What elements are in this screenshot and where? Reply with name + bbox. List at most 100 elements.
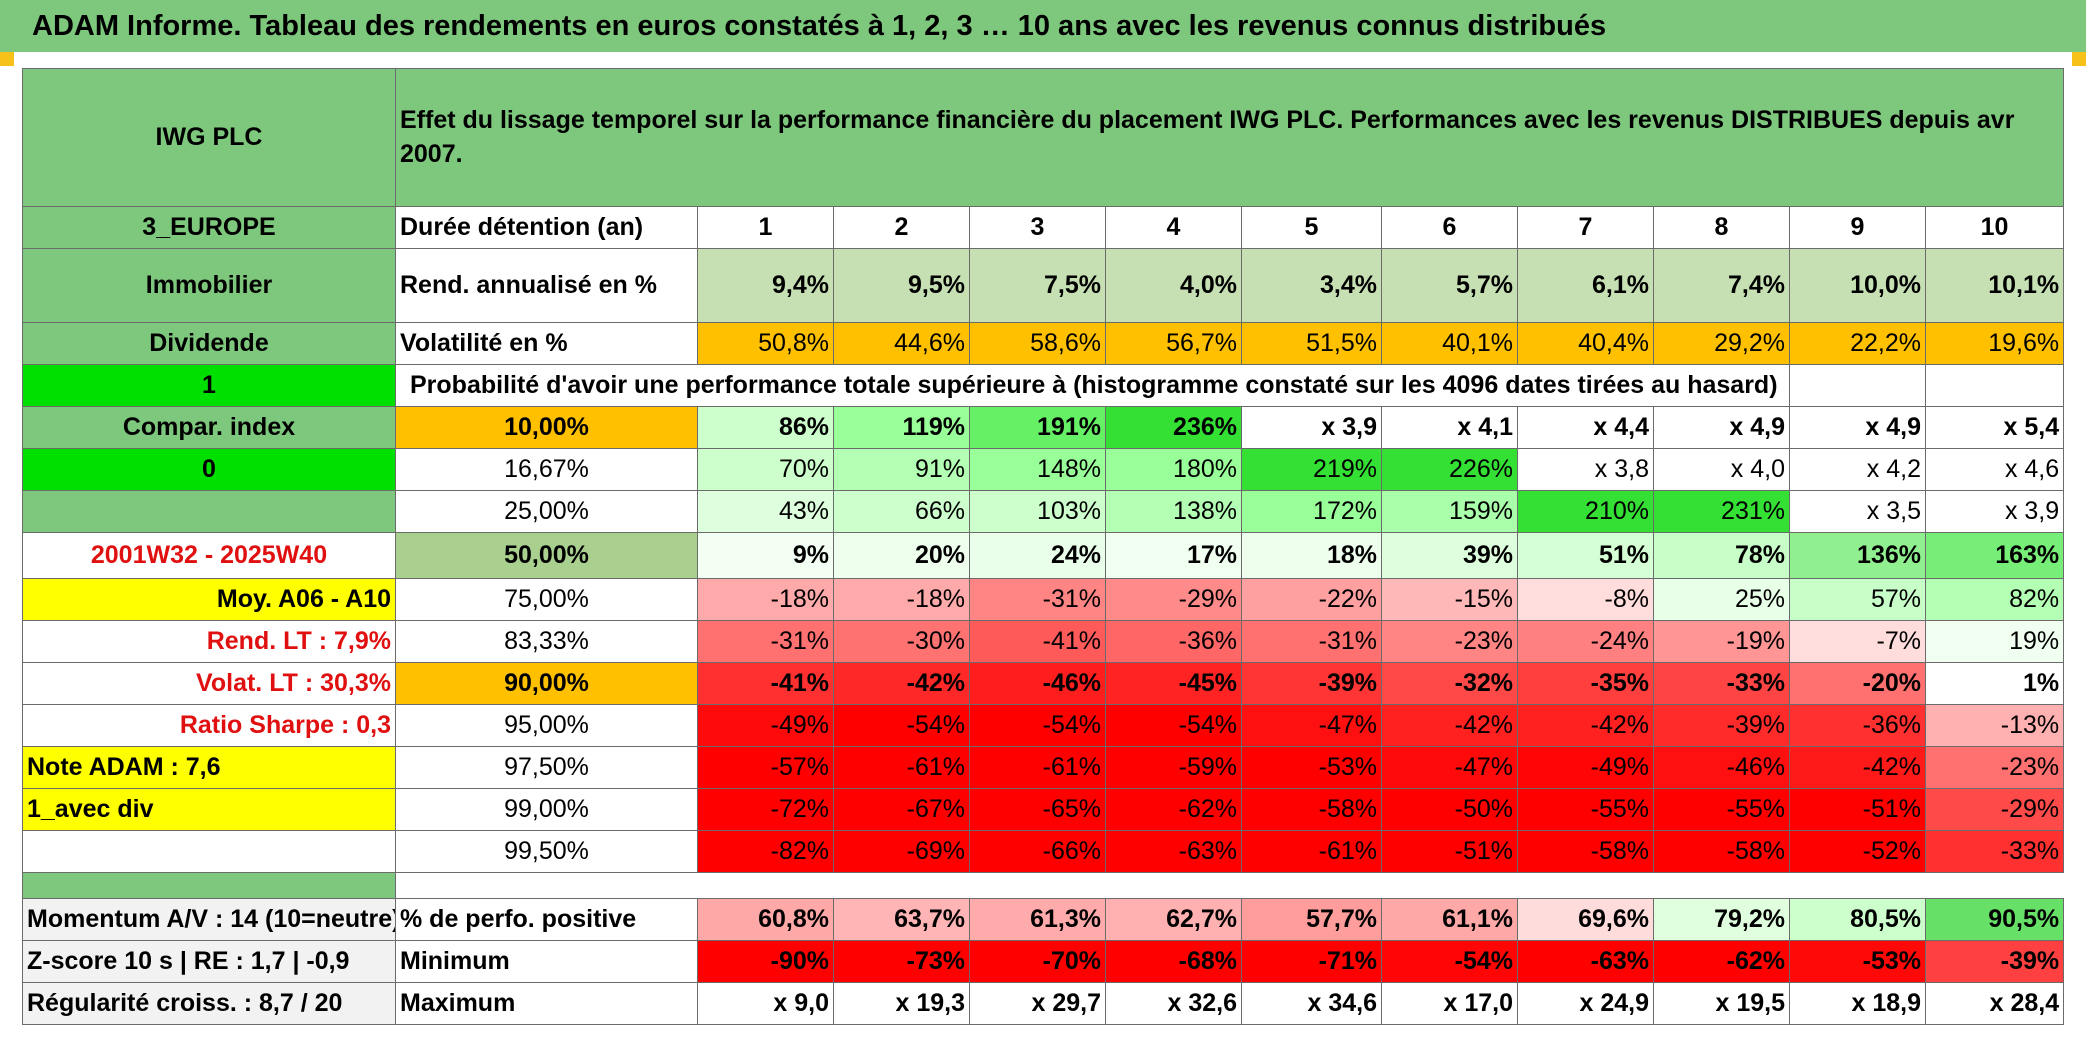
table-description: Effet du lissage temporel sur la perform… [394,68,2065,207]
spacer [395,872,2064,899]
quantile-value: 19% [1924,620,2065,663]
rend-value: 7,4% [1653,248,1790,323]
quantile-value: -49% [697,704,834,747]
quantile-value: -62% [1105,788,1242,831]
rend-label: Rend. annualisé en % [395,248,698,323]
quantile-value: -36% [1105,620,1242,663]
quantile-value: -72% [697,788,834,831]
quantile-value: -20% [1789,662,1926,705]
rend-value: 7,5% [969,248,1106,323]
quantile-label: 25,00% [395,490,698,533]
quantile-value: 43% [697,490,834,533]
volat-value: 40,4% [1517,322,1654,365]
quantile-value: -51% [1381,830,1518,873]
volat-value: 22,2% [1789,322,1926,365]
quantile-value: -23% [1924,746,2065,789]
volat-value: 50,8% [697,322,834,365]
rend-value: 5,7% [1381,248,1518,323]
volat-value: 51,5% [1241,322,1382,365]
year-header: 1 [697,206,834,249]
quantile-value: x 3,9 [1924,490,2065,533]
asset-sector: Immobilier [22,248,396,323]
flag-one: 1 [22,364,396,407]
stat-label: Maximum [395,982,698,1025]
quantile-value: -54% [1105,704,1242,747]
quantile-value: -29% [1105,578,1242,621]
quantile-value: -52% [1789,830,1926,873]
quantile-value: -41% [697,662,834,705]
quantile-value: -69% [833,830,970,873]
quantile-value: x 4,9 [1789,406,1926,449]
quantile-value: -54% [833,704,970,747]
stat-value: -39% [1924,940,2065,983]
quantile-value: -58% [1241,788,1382,831]
quantile-value: -29% [1924,788,2065,831]
quantile-value: 136% [1789,532,1926,579]
volat-value: 40,1% [1381,322,1518,365]
quantile-value: -22% [1241,578,1382,621]
year-header: 2 [833,206,970,249]
quantile-value: -18% [697,578,834,621]
quantile-value: x 4,4 [1517,406,1654,449]
sharpe-label: Ratio Sharpe : 0,3 [22,704,396,747]
quantile-value: -57% [697,746,834,789]
momentum-label: Momentum A/V : 14 (10=neutre) [22,898,396,941]
quantile-value: -59% [1105,746,1242,789]
quantile-value: -42% [1789,746,1926,789]
quantile-label: 99,50% [395,830,698,873]
stat-label: % de perfo. positive [395,898,698,941]
stat-value: -71% [1241,940,1382,983]
quantile-label: 10,00% [395,406,698,449]
stat-value: 79,2% [1653,898,1790,941]
stat-value: x 19,3 [833,982,970,1025]
quantile-label: 95,00% [395,704,698,747]
quantile-value: -31% [697,620,834,663]
empty-green-cell [22,490,396,533]
volat-label: Volatilité en % [395,322,698,365]
quantile-value: 91% [833,448,970,491]
stat-value: -62% [1653,940,1790,983]
stat-value: -73% [833,940,970,983]
quantile-value: 51% [1517,532,1654,579]
year-header: 3 [969,206,1106,249]
stat-value: -54% [1381,940,1518,983]
quantile-value: 9% [697,532,834,579]
quantile-value: 17% [1105,532,1242,579]
rend-value: 4,0% [1105,248,1242,323]
duration-label: Durée détention (an) [395,206,698,249]
quantile-value: -30% [833,620,970,663]
quantile-value: -42% [1381,704,1518,747]
compar-index-label: Compar. index [22,406,396,449]
quantile-value: x 4,0 [1653,448,1790,491]
stat-value: x 24,9 [1517,982,1654,1025]
quantile-value: -42% [1517,704,1654,747]
quantile-value: x 3,5 [1789,490,1926,533]
quantile-value: -67% [833,788,970,831]
quantile-value: x 3,9 [1241,406,1382,449]
quantile-value: -66% [969,830,1106,873]
quantile-value: -54% [969,704,1106,747]
rend-value: 10,0% [1789,248,1926,323]
quantile-value: 66% [833,490,970,533]
quantile-value: 24% [969,532,1106,579]
quantile-value: 25% [1653,578,1790,621]
quantile-value: x 4,9 [1653,406,1790,449]
quantile-value: -8% [1517,578,1654,621]
year-header: 4 [1105,206,1242,249]
quantile-value: -35% [1517,662,1654,705]
quantile-value: 119% [833,406,970,449]
quantile-label: 90,00% [395,662,698,705]
quantile-label: 99,00% [395,788,698,831]
stat-value: 62,7% [1105,898,1242,941]
quantile-label: 97,50% [395,746,698,789]
rend-value: 9,4% [697,248,834,323]
quantile-value: -42% [833,662,970,705]
quantile-value: 138% [1105,490,1242,533]
quantile-value: 172% [1241,490,1382,533]
stat-value: x 19,5 [1653,982,1790,1025]
quantile-value: -31% [1241,620,1382,663]
year-header: 8 [1653,206,1790,249]
stat-value: 69,6% [1517,898,1654,941]
flag-zero: 0 [22,448,396,491]
quantile-value: -82% [697,830,834,873]
